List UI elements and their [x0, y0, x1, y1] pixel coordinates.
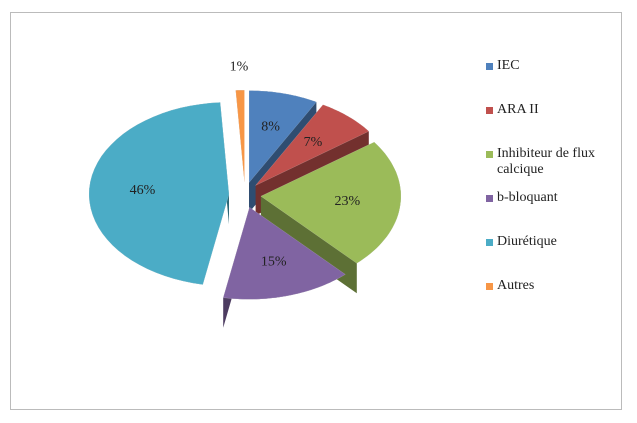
data-label: 23% [335, 194, 361, 209]
data-label: 8% [261, 120, 280, 135]
data-label: 7% [304, 135, 323, 150]
chart-frame [10, 12, 622, 410]
legend-swatch [486, 107, 493, 114]
legend-item: Inhibiteur de flux calcique [486, 146, 626, 190]
data-label: 46% [130, 183, 156, 198]
legend-item: Diurétique [486, 234, 626, 278]
slice [255, 104, 370, 186]
legend-item: ARA II [486, 102, 626, 146]
legend: IEC ARA II Inhibiteur de flux calcique b-bl… [486, 58, 626, 322]
legend-label: IEC [497, 58, 520, 73]
legend-item: b-bloquant [486, 190, 626, 234]
legend-label: Autres [497, 278, 535, 293]
slice [235, 89, 245, 183]
legend-label: Inhibiteur de flux calcique [497, 146, 595, 177]
legend-item: Autres [486, 278, 626, 322]
legend-swatch [486, 239, 493, 246]
legend-label: ARA II [497, 102, 539, 117]
legend-swatch [486, 151, 493, 158]
legend-swatch [486, 283, 493, 290]
legend-item: IEC [486, 58, 626, 102]
slice [260, 141, 402, 264]
data-label: 1% [230, 59, 249, 74]
legend-swatch [486, 195, 493, 202]
slice [222, 206, 346, 300]
slice [88, 102, 230, 285]
legend-label: Diurétique [497, 234, 557, 249]
data-label: 15% [261, 254, 287, 269]
legend-swatch [486, 63, 493, 70]
legend-label: b-bloquant [497, 190, 558, 205]
slice [248, 90, 317, 184]
